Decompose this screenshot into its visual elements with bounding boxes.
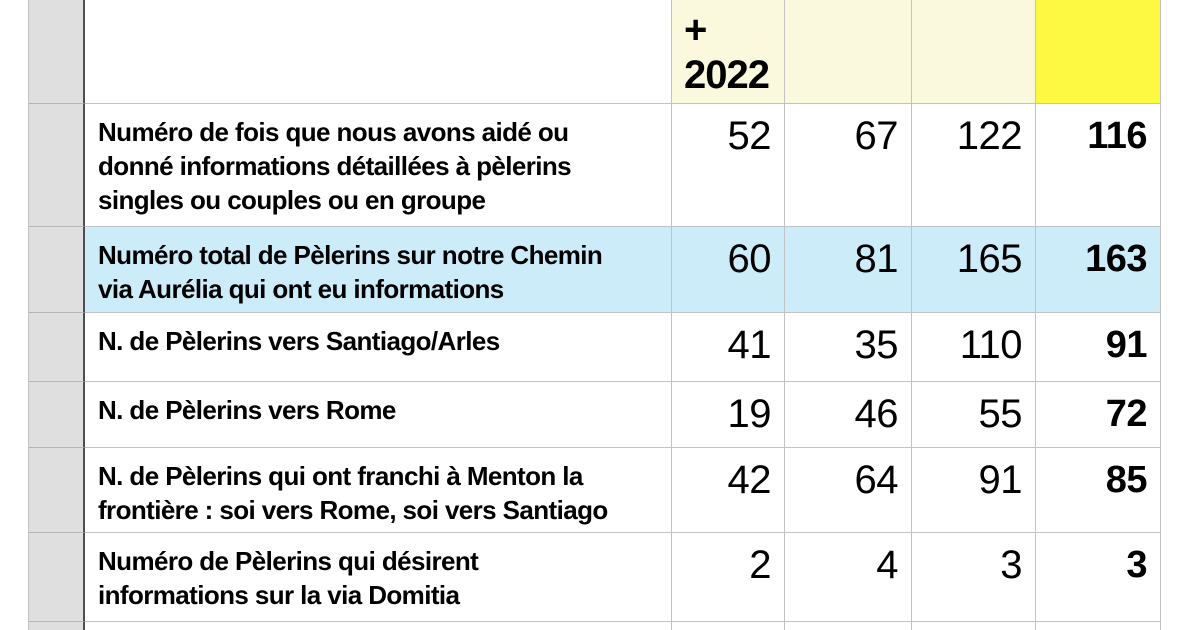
row-label-cell[interactable]: Numéro de fois que nous avons aidé ou do…: [85, 104, 672, 227]
value-cell-col2[interactable]: [785, 622, 912, 630]
value-cell-col1[interactable]: 2: [672, 533, 785, 622]
table-row: N. de Pèlerins qui ont franchi à Menton …: [29, 448, 1161, 533]
value-cell-total[interactable]: [1036, 622, 1161, 630]
row-label-text: Numéro de fois que nous avons aidé ou do…: [98, 117, 572, 215]
value-cell-col1[interactable]: [672, 622, 785, 630]
value-cell-col1[interactable]: 60: [672, 227, 785, 313]
value-cell-col1[interactable]: 41: [672, 313, 785, 382]
value-cell-total[interactable]: 163: [1036, 227, 1161, 313]
row-gutter-cell[interactable]: [29, 382, 85, 448]
value-cell-col2[interactable]: 46: [785, 382, 912, 448]
row-label-text: N. de Pèlerins vers Rome: [98, 395, 396, 425]
header-cell-year-2022[interactable]: + 2022: [672, 0, 785, 104]
value-cell-total[interactable]: 3: [1036, 533, 1161, 622]
row-gutter-cell[interactable]: [29, 227, 85, 313]
table-header-row: + 2022: [29, 0, 1161, 104]
value-cell-col3[interactable]: 122: [912, 104, 1036, 227]
row-label-cell[interactable]: N. de Pèlerins qui ont franchi à Menton …: [85, 448, 672, 533]
header-cell-col2[interactable]: [785, 0, 912, 104]
value-cell-col1[interactable]: 19: [672, 382, 785, 448]
row-label-text: Numéro total de Pèlerins sur notre Chemi…: [98, 240, 603, 304]
row-gutter-cell[interactable]: [29, 104, 85, 227]
value-cell-col2[interactable]: 35: [785, 313, 912, 382]
table-row-highlighted: Numéro total de Pèlerins sur notre Chemi…: [29, 227, 1161, 313]
value-cell-col3[interactable]: 3: [912, 533, 1036, 622]
year-column-label: + 2022: [684, 8, 770, 97]
value-cell-col1[interactable]: 52: [672, 104, 785, 227]
value-cell-total[interactable]: 116: [1036, 104, 1161, 227]
value-cell-total[interactable]: 91: [1036, 313, 1161, 382]
spreadsheet-table: + 2022 Numéro de fois que nous avons aid…: [28, 0, 1161, 630]
value-cell-total[interactable]: 85: [1036, 448, 1161, 533]
value-cell-col3[interactable]: 165: [912, 227, 1036, 313]
value-cell-total[interactable]: 72: [1036, 382, 1161, 448]
row-gutter-cell[interactable]: [29, 622, 85, 630]
row-label-cell[interactable]: N. de Pèlerins vers Santiago/Arles: [85, 313, 672, 382]
table-row-partial: [29, 622, 1161, 630]
row-label-cell[interactable]: Numéro de Pèlerins qui désirent informat…: [85, 533, 672, 622]
value-cell-col2[interactable]: 67: [785, 104, 912, 227]
value-cell-col3[interactable]: 110: [912, 313, 1036, 382]
row-label-text: N. de Pèlerins qui ont franchi à Menton …: [98, 461, 608, 525]
header-cell-col3[interactable]: [912, 0, 1036, 104]
value-cell-col2[interactable]: 81: [785, 227, 912, 313]
row-label-text: Numéro de Pèlerins qui désirent informat…: [98, 546, 479, 610]
value-cell-col3[interactable]: 91: [912, 448, 1036, 533]
row-gutter-cell[interactable]: [29, 448, 85, 533]
value-cell-col1[interactable]: 42: [672, 448, 785, 533]
table-row: Numéro de Pèlerins qui désirent informat…: [29, 533, 1161, 622]
row-gutter-cell[interactable]: [29, 313, 85, 382]
label-column-header-cell[interactable]: [85, 0, 672, 104]
row-label-text: N. de Pèlerins vers Santiago/Arles: [98, 326, 500, 356]
row-gutter-cell[interactable]: [29, 533, 85, 622]
value-cell-col3[interactable]: [912, 622, 1036, 630]
table-row: Numéro de fois que nous avons aidé ou do…: [29, 104, 1161, 227]
value-cell-col2[interactable]: 64: [785, 448, 912, 533]
header-cell-total[interactable]: [1036, 0, 1161, 104]
value-cell-col2[interactable]: 4: [785, 533, 912, 622]
row-label-cell[interactable]: N. de Pèlerins vers Rome: [85, 382, 672, 448]
gutter-header-cell[interactable]: [29, 0, 85, 104]
table-row: N. de Pèlerins vers Rome 19 46 55 72: [29, 382, 1161, 448]
value-cell-col3[interactable]: 55: [912, 382, 1036, 448]
row-label-cell[interactable]: [85, 622, 672, 630]
table-row: N. de Pèlerins vers Santiago/Arles 41 35…: [29, 313, 1161, 382]
row-label-cell[interactable]: Numéro total de Pèlerins sur notre Chemi…: [85, 227, 672, 313]
